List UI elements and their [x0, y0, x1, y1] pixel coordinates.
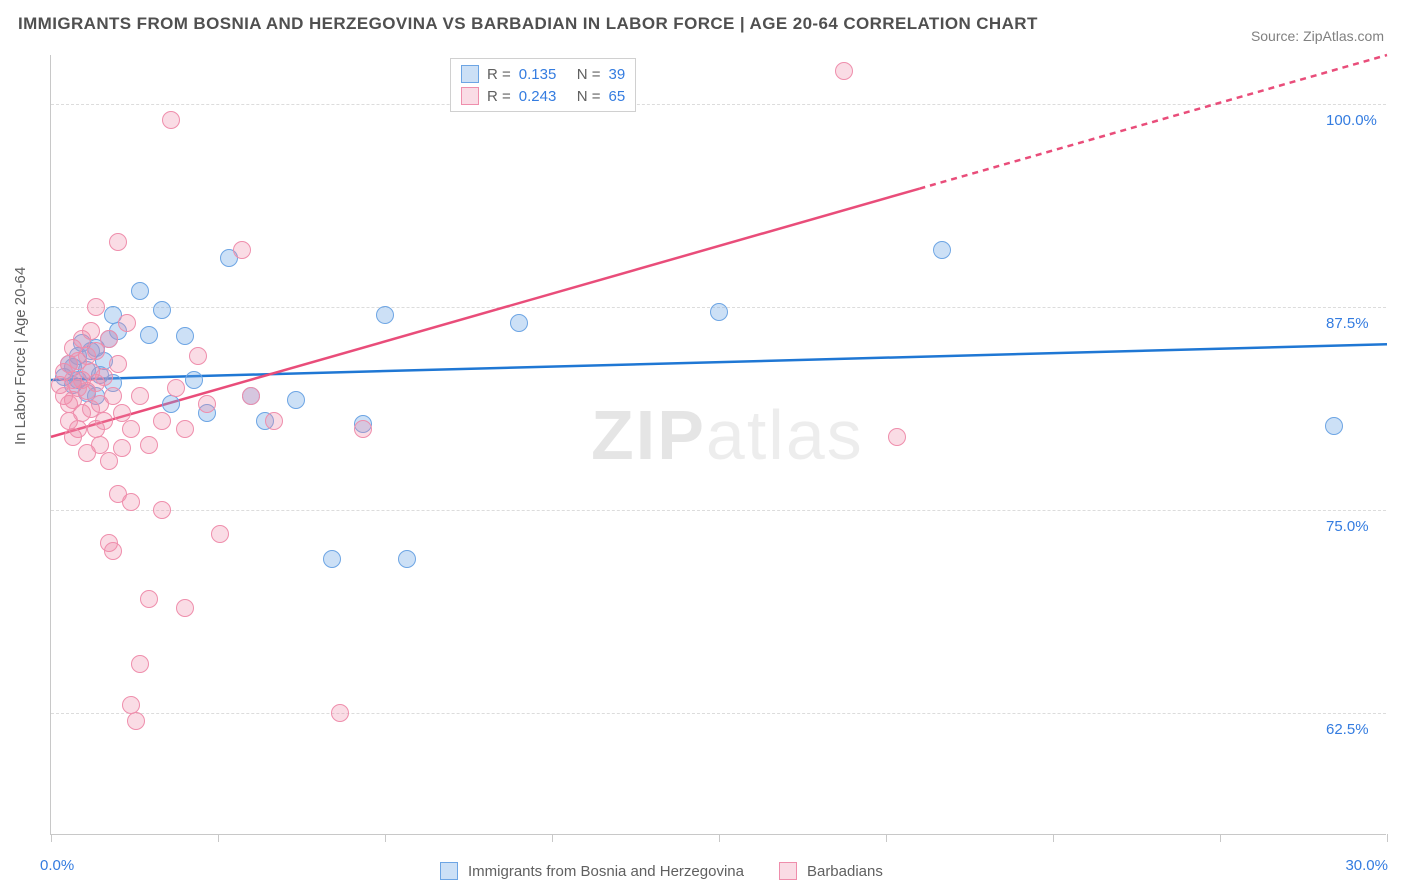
data-point-bosnia	[510, 314, 528, 332]
data-point-bosnia	[323, 550, 341, 568]
x-tick	[886, 834, 887, 842]
y-tick-label: 62.5%	[1326, 721, 1369, 738]
legend-swatch	[440, 862, 458, 880]
data-point-barbadian	[100, 330, 118, 348]
data-point-barbadian	[176, 599, 194, 617]
x-axis-max-label: 30.0%	[1345, 857, 1388, 874]
legend-series-name: Immigrants from Bosnia and Herzegovina	[468, 863, 744, 880]
data-point-barbadian	[835, 62, 853, 80]
legend-n-label: N =	[577, 66, 601, 83]
x-tick	[1053, 834, 1054, 842]
data-point-bosnia	[153, 301, 171, 319]
x-tick	[719, 834, 720, 842]
x-tick	[385, 834, 386, 842]
y-tick-label: 100.0%	[1326, 112, 1377, 129]
data-point-barbadian	[131, 655, 149, 673]
data-point-barbadian	[113, 404, 131, 422]
data-point-barbadian	[131, 387, 149, 405]
data-point-bosnia	[176, 327, 194, 345]
data-point-barbadian	[331, 704, 349, 722]
data-point-barbadian	[233, 241, 251, 259]
legend-series-name: Barbadians	[807, 863, 883, 880]
data-point-bosnia	[131, 282, 149, 300]
data-point-barbadian	[87, 298, 105, 316]
data-point-barbadian	[109, 233, 127, 251]
data-point-barbadian	[153, 412, 171, 430]
chart-plot-area: ZIPatlas	[50, 55, 1386, 835]
data-point-barbadian	[95, 368, 113, 386]
data-point-bosnia	[287, 391, 305, 409]
data-point-barbadian	[104, 387, 122, 405]
data-point-barbadian	[127, 712, 145, 730]
legend-swatch	[779, 862, 797, 880]
data-point-bosnia	[162, 395, 180, 413]
series-legend: Immigrants from Bosnia and Herzegovina Ba…	[440, 862, 908, 880]
data-point-barbadian	[113, 439, 131, 457]
data-point-barbadian	[100, 452, 118, 470]
legend-n-value: 39	[609, 66, 626, 83]
x-tick	[51, 834, 52, 842]
data-point-barbadian	[118, 314, 136, 332]
data-point-barbadian	[104, 542, 122, 560]
data-point-barbadian	[91, 436, 109, 454]
legend-swatch	[461, 65, 479, 83]
legend-r-value: 0.135	[519, 66, 569, 83]
data-point-barbadian	[140, 590, 158, 608]
data-point-barbadian	[122, 420, 140, 438]
y-tick-label: 75.0%	[1326, 518, 1369, 535]
data-point-barbadian	[162, 111, 180, 129]
data-point-barbadian	[265, 412, 283, 430]
y-tick-label: 87.5%	[1326, 315, 1369, 332]
legend-row-bosnia: R = 0.135 N = 39	[461, 63, 625, 85]
data-point-barbadian	[122, 696, 140, 714]
data-point-barbadian	[122, 493, 140, 511]
x-tick	[1220, 834, 1221, 842]
data-point-barbadian	[69, 420, 87, 438]
data-point-barbadian	[176, 420, 194, 438]
data-point-bosnia	[185, 371, 203, 389]
legend-row-barbadian: R = 0.243 N = 65	[461, 85, 625, 107]
data-point-barbadian	[82, 322, 100, 340]
data-point-barbadian	[354, 420, 372, 438]
data-point-bosnia	[398, 550, 416, 568]
data-point-barbadian	[95, 412, 113, 430]
data-point-barbadian	[242, 387, 260, 405]
data-point-barbadian	[198, 395, 216, 413]
data-point-barbadian	[189, 347, 207, 365]
legend-r-value: 0.243	[519, 88, 569, 105]
source-attribution: Source: ZipAtlas.com	[1251, 28, 1384, 44]
legend-r-label: R =	[487, 66, 511, 83]
legend-swatch	[461, 87, 479, 105]
correlation-legend: R = 0.135 N = 39 R = 0.243 N = 65	[450, 58, 636, 112]
x-tick	[1387, 834, 1388, 842]
legend-r-label: R =	[487, 88, 511, 105]
data-point-bosnia	[1325, 417, 1343, 435]
legend-n-label: N =	[577, 88, 601, 105]
chart-title: IMMIGRANTS FROM BOSNIA AND HERZEGOVINA V…	[18, 14, 1038, 34]
trend-lines	[51, 55, 1387, 835]
data-point-barbadian	[211, 525, 229, 543]
legend-n-value: 65	[609, 88, 626, 105]
data-point-barbadian	[109, 355, 127, 373]
data-point-barbadian	[167, 379, 185, 397]
data-point-bosnia	[140, 326, 158, 344]
data-point-bosnia	[376, 306, 394, 324]
data-point-bosnia	[710, 303, 728, 321]
data-point-barbadian	[888, 428, 906, 446]
x-tick	[218, 834, 219, 842]
x-axis-min-label: 0.0%	[40, 857, 74, 874]
data-point-bosnia	[933, 241, 951, 259]
data-point-barbadian	[140, 436, 158, 454]
y-axis-title: In Labor Force | Age 20-64	[12, 267, 29, 445]
x-tick	[552, 834, 553, 842]
data-point-barbadian	[153, 501, 171, 519]
